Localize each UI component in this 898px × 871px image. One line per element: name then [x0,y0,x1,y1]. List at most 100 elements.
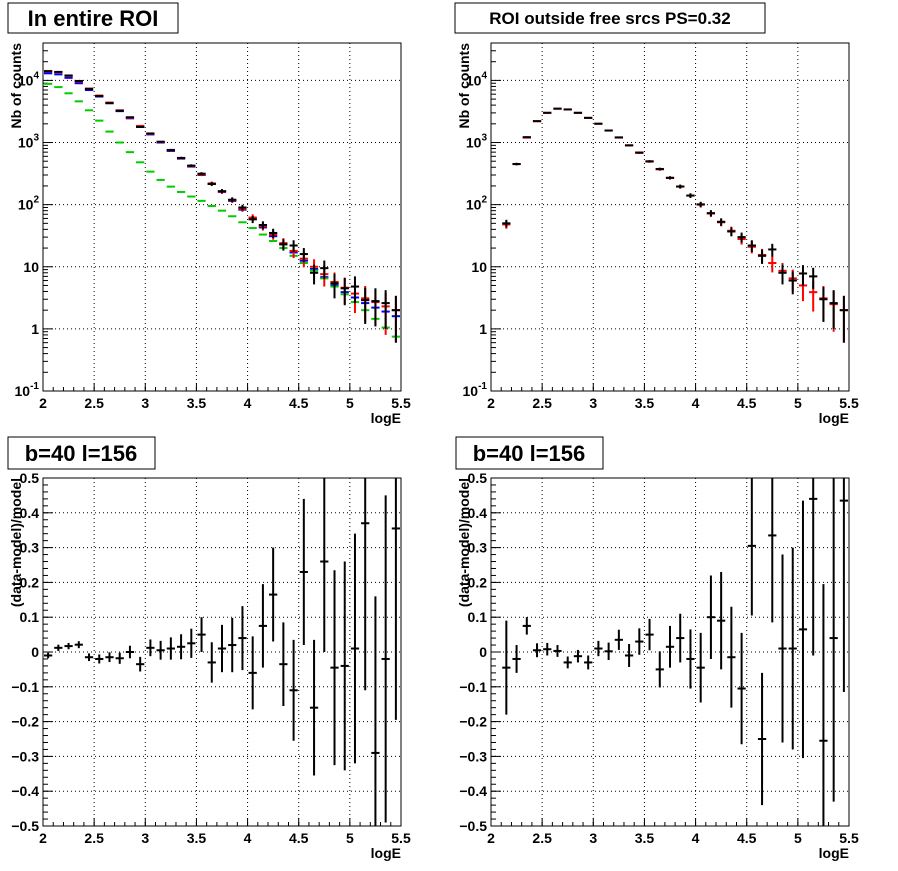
y-tick-label: 10 [471,259,487,275]
data-point [665,176,675,180]
data-point [176,634,186,660]
data-point [624,144,634,147]
data-point [320,260,329,279]
plot-title: b=40 l=156 [25,441,138,466]
data-point [655,167,664,171]
data-point [176,156,186,160]
data-point [74,79,83,82]
data-point [737,232,746,243]
data-point [258,221,268,230]
y-tick-label: 1 [479,321,487,337]
data-point [136,125,145,128]
title-box [7,436,156,470]
y-axis-label: (data-model)/model [8,478,24,607]
data-point [512,162,521,166]
data-point [757,249,767,264]
x-tick-label: 3.5 [187,830,207,846]
data-point [309,264,319,285]
y-tick-label: 0.1 [468,609,488,625]
y-tick-label: 0.1 [20,609,40,625]
data-point [614,136,623,139]
data-point [563,108,572,111]
plot-bottom-left: b=40 l=156 2 2.5 3 3.5 4 4.5 5 5.5 −0.5 −0.4 −0.3… [7,436,411,861]
y-tick-label: 10-1 [463,381,488,399]
y-tick-label: −0.5 [11,818,39,834]
data-point [778,554,787,743]
data-point [238,204,247,211]
x-tick-label: 3 [589,395,597,411]
data-point [105,102,114,105]
data-point [330,273,339,299]
plot-title: In entire ROI [28,6,159,31]
data-point [573,111,583,114]
x-tick-label: 2.5 [532,830,552,846]
data-point [788,271,797,295]
data-point [289,639,298,741]
data-point [258,584,268,668]
y-tick-labels: −0.5 −0.4 −0.3 −0.2 −0.1 0 0.1 0.2 0.3 0.4 0.5 [459,470,487,834]
y-tick-label: 10 [23,259,39,275]
data-point [727,227,736,237]
data-point [655,651,664,688]
data-point [197,172,206,176]
data-point [809,478,818,656]
data-point [604,129,613,132]
data-point [839,478,848,693]
plot-top-right: ROI outside free srcs PS=0.32 2 2.5 3 3.5 4 4… [454,2,859,426]
data-point [502,620,511,715]
x-axis-label: logE [819,845,849,861]
data-point [350,533,360,764]
y-tick-label: −0.2 [11,714,39,730]
y-tick-label: 0 [31,644,39,660]
data-marks [502,478,848,826]
title-box [454,2,766,34]
x-tick-labels: 2 2.5 3 3.5 4 4.5 5 5.5 [487,830,859,846]
x-tick-label: 4.5 [289,395,309,411]
data-point [381,290,390,329]
data-point [706,210,716,217]
data-point [95,654,104,664]
data-point [64,642,73,650]
y-tick-label: 0.3 [468,540,488,556]
data-point [44,652,53,659]
y-tick-label: 0.5 [20,470,40,486]
data-point [706,575,716,659]
x-tick-label: 2.5 [84,395,104,411]
data-point [819,287,828,322]
data-point [84,87,94,90]
x-axis-label: logE [371,410,401,426]
x-tick-label: 2.5 [532,395,552,411]
x-tick-label: 4.5 [737,830,757,846]
data-point [361,478,370,691]
data-point [320,478,329,652]
data-point [228,197,237,203]
y-tick-label: 103 [466,133,488,151]
data-point [543,111,552,114]
y-tick-label: 0.4 [468,505,488,521]
y-tick-label: 0.2 [468,574,488,590]
x-tick-label: 2 [487,830,495,846]
x-tick-label: 4 [244,830,252,846]
data-point [604,642,613,661]
data-point [146,132,155,135]
y-tick-label: −0.4 [11,783,39,799]
data-point [829,290,838,329]
y-tick-label: 10-1 [15,381,40,399]
data-point [115,109,124,112]
data-point [248,216,257,224]
data-point [522,136,531,139]
data-point [279,622,288,706]
data-point [381,495,390,823]
data-point [553,107,562,110]
x-tick-label: 4 [692,830,700,846]
data-point [798,265,808,286]
data-point [747,240,756,252]
y-axis-label: Nb of counts [8,43,24,129]
y-tick-labels: −0.5 −0.4 −0.3 −0.2 −0.1 0 0.1 0.2 0.3 0.4 0.5 [11,470,39,834]
data-point [299,248,308,262]
data-point [361,287,370,324]
data-marks [44,478,400,826]
x-tick-labels: 2 2.5 3 3.5 4 4.5 5 5.5 [39,830,411,846]
data-point [136,656,145,672]
